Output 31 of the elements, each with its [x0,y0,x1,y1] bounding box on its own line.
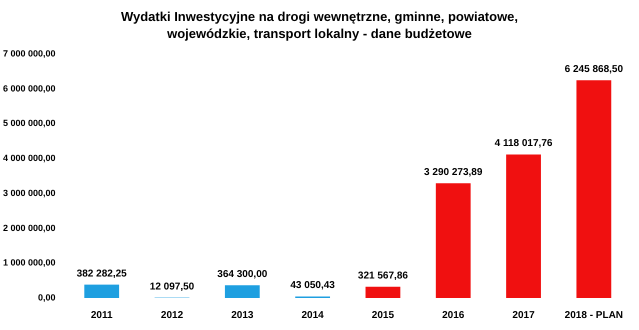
y-tick-label: 1 000 000,00 [2,258,56,268]
data-label: 4 118 017,76 [494,138,553,150]
x-tick-label: 2013 [231,310,254,321]
y-tick-label: 0,00 [38,292,56,302]
bar [506,154,541,298]
bar [576,80,612,298]
y-tick-label: 5 000 000,00 [2,118,56,128]
data-label: 364 300,00 [217,269,268,280]
bar [224,285,260,298]
x-tick-label: 2016 [442,310,465,321]
data-label: 43 050,43 [290,280,336,292]
bar [366,286,400,298]
y-tick-label: 2 000 000,00 [2,222,56,233]
x-tick-label: 2011 [90,310,113,321]
x-tick-label: 2012 [160,310,184,321]
bar [436,183,471,298]
x-tick-label: 2018 - PLAN [564,310,624,321]
y-tick-label: 4 000 000,00 [2,153,56,164]
data-label: 3 290 273,89 [424,167,483,178]
y-tick-label: 3 000 000,00 [2,188,56,198]
data-label: 382 282,25 [76,268,128,280]
data-label: 321 567,86 [358,270,408,282]
data-label: 6 245 868,50 [564,64,624,76]
data-label: 12 097,50 [150,281,195,292]
chart-title: Wydatki Inwestycyjne na drogi wewnętrzne, gminne, powiatowe, wojewódzkie, transport lokalny - dane budżetowe [120,8,520,42]
y-tick-label: 6 000 000,00 [2,83,56,94]
bar [84,284,120,298]
y-tick-label: 7 000 000,00 [2,48,56,58]
x-tick-label: 2015 [372,310,394,321]
x-tick-label: 2017 [512,310,536,321]
x-tick-label: 2014 [301,310,324,321]
